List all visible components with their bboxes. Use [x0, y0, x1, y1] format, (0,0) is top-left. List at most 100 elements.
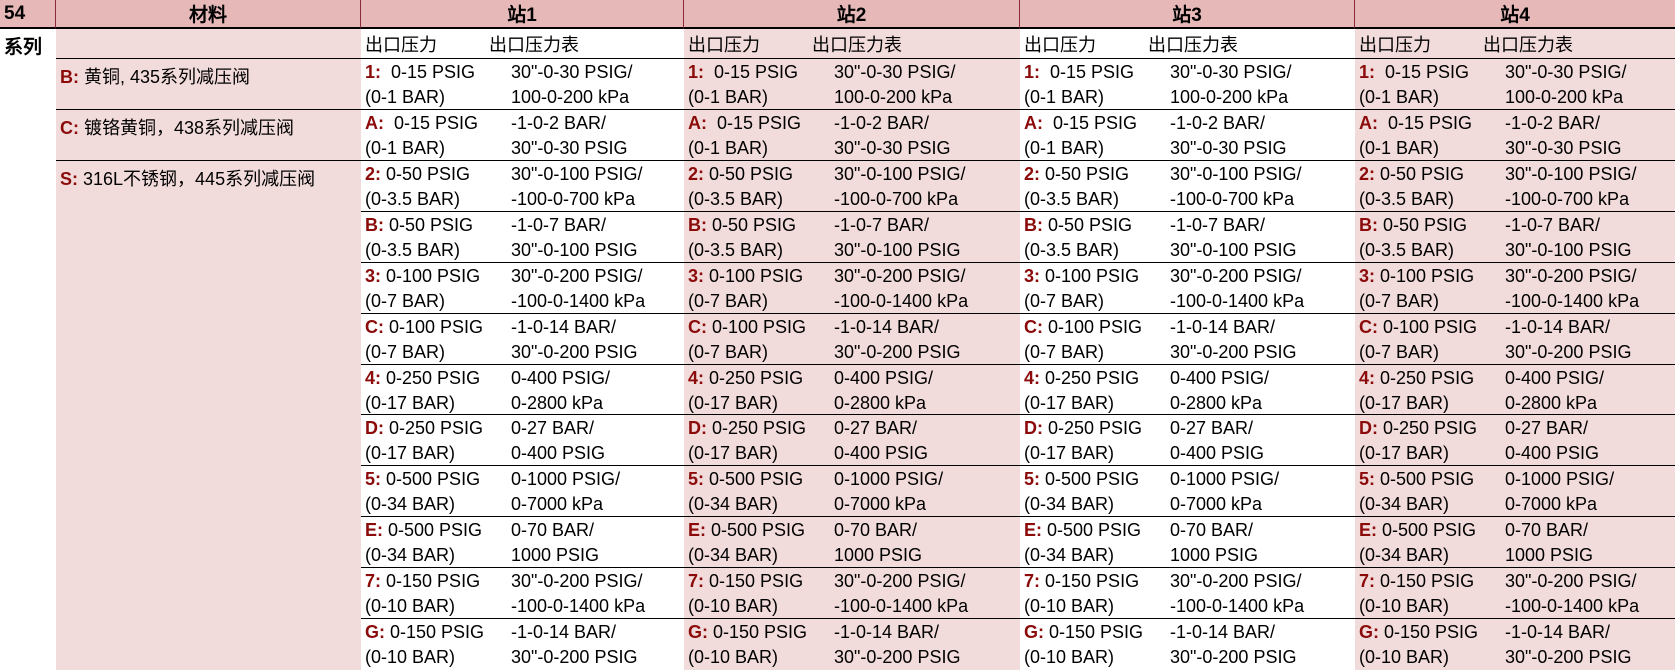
outlet-pressure-bar: (0-1 BAR) [1024, 137, 1105, 158]
psig-range: 0-250 PSIG [381, 367, 481, 388]
spec-cell: C: 0-100 PSIG (0-7 BAR) -1-0-14 BAR/30"-0-… [361, 313, 684, 365]
outlet-pressure-psig: 7: 0-150 PSIG [1359, 569, 1474, 594]
psig-range: 0-100 PSIG [381, 265, 481, 286]
spec-cell: A: 0-15 PSIG (0-1 BAR) -1-0-2 BAR/30"-0-30… [1020, 109, 1355, 161]
spec-cell: B: 0-50 PSIG (0-3.5 BAR) -1-0-7 BAR/30"-0-… [1355, 211, 1675, 263]
gauge-range-secondary: 30"-0-100 PSIG [1170, 239, 1297, 260]
station-3-subheader: 出口压力 出口压力表 [1020, 29, 1355, 59]
outlet-pressure-psig: 2: 0-50 PSIG [1359, 162, 1464, 187]
psig-range: 0-250 PSIG [704, 367, 804, 388]
outlet-pressure-psig: C: 0-100 PSIG [1359, 315, 1477, 340]
outlet-pressure-psig: 2: 0-50 PSIG [688, 162, 793, 187]
option-code: B: [1024, 214, 1043, 235]
gauge-range-secondary: -100-0-700 kPa [1170, 188, 1295, 209]
option-code: D: [1024, 418, 1043, 439]
spec-cell: B: 0-50 PSIG (0-3.5 BAR) -1-0-7 BAR/30"-0-… [1020, 211, 1355, 263]
psig-range: 0-150 PSIG [704, 571, 804, 592]
gauge-range-primary: 0-400 PSIG/ [1170, 367, 1270, 388]
psig-range: 0-250 PSIG [1043, 418, 1143, 439]
gauge-range-secondary: -100-0-1400 kPa [834, 596, 969, 617]
spec-cell: 7: 0-150 PSIG (0-10 BAR) 30"-0-200 PSIG/-1… [1355, 568, 1675, 620]
option-code: B: [1359, 214, 1378, 235]
spec-cell: E: 0-500 PSIG (0-34 BAR) 0-70 BAR/1000 PSI… [1020, 517, 1355, 569]
gauge-range-secondary: -100-0-700 kPa [834, 188, 959, 209]
gauge-range-primary: 0-400 PSIG/ [511, 367, 611, 388]
outlet-pressure-psig: 7: 0-150 PSIG [365, 569, 480, 594]
spec-cell: D: 0-250 PSIG (0-17 BAR) 0-27 BAR/0-400 PS… [361, 415, 684, 467]
outlet-pressure-bar: (0-34 BAR) [365, 494, 456, 515]
spec-cell: 3: 0-100 PSIG (0-7 BAR) 30"-0-200 PSIG/-10… [1355, 262, 1675, 314]
option-code: 7: [1359, 571, 1376, 592]
spec-cell: 1: 0-15 PSIG (0-1 BAR) 30"-0-30 PSIG/100-0… [1020, 59, 1355, 110]
outlet-pressure-psig: 3: 0-100 PSIG [365, 264, 480, 289]
outlet-pressure-psig: A: 0-15 PSIG [1359, 111, 1472, 136]
psig-range: 0-250 PSIG [1040, 367, 1140, 388]
psig-range: 0-15 PSIG [1040, 62, 1135, 82]
outlet-pressure-bar: (0-10 BAR) [365, 647, 456, 668]
gauge-range-secondary: 30"-0-200 PSIG [834, 647, 961, 668]
gauge-range-primary: -1-0-2 BAR/ [834, 112, 930, 133]
material-name: 316L不锈钢，445系列减压阀 [78, 168, 316, 189]
outlet-pressure-psig: 3: 0-100 PSIG [688, 264, 803, 289]
gauge-range-primary: -1-0-14 BAR/ [1505, 316, 1611, 337]
gauge-range-primary: 30"-0-100 PSIG/ [1170, 163, 1302, 184]
gauge-range-secondary: 0-7000 kPa [1170, 494, 1263, 515]
psig-range: 0-50 PSIG [707, 214, 797, 235]
gauge-range-secondary: 30"-0-30 PSIG [834, 137, 951, 158]
outlet-pressure-psig: B: 0-50 PSIG [1024, 213, 1132, 238]
outlet-pressure-bar: (0-34 BAR) [1024, 494, 1115, 515]
gauge-range-secondary: 30"-0-100 PSIG [834, 239, 961, 260]
option-code: B: [688, 214, 707, 235]
station-3-header: 站3 [1020, 0, 1355, 29]
spec-cell: 1: 0-15 PSIG (0-1 BAR) 30"-0-30 PSIG/100-0… [684, 59, 1020, 110]
station-2-subheader: 出口压力 出口压力表 [684, 29, 1020, 59]
outlet-pressure-bar: (0-10 BAR) [1359, 647, 1450, 668]
option-code: A: [365, 112, 384, 133]
outlet-pressure-bar: (0-1 BAR) [688, 137, 769, 158]
spec-cell: A: 0-15 PSIG (0-1 BAR) -1-0-2 BAR/30"-0-30… [1355, 109, 1675, 161]
spec-cell: 2: 0-50 PSIG (0-3.5 BAR) 30"-0-100 PSIG/-1… [1355, 160, 1675, 212]
gauge-range-secondary: 30"-0-200 PSIG [511, 341, 638, 362]
psig-range: 0-15 PSIG [707, 112, 802, 133]
outlet-pressure-bar: (0-17 BAR) [688, 443, 779, 464]
outlet-pressure-bar: (0-17 BAR) [688, 392, 779, 413]
outlet-pressure-psig: 7: 0-150 PSIG [1024, 569, 1139, 594]
psig-range: 0-50 PSIG [1043, 214, 1133, 235]
outlet-pressure-psig: 5: 0-500 PSIG [1359, 467, 1474, 492]
psig-range: 0-100 PSIG [1378, 316, 1478, 337]
outlet-pressure-psig: E: 0-500 PSIG [688, 518, 805, 543]
psig-range: 0-50 PSIG [384, 214, 474, 235]
spec-cell: 3: 0-100 PSIG (0-7 BAR) 30"-0-200 PSIG/-10… [361, 262, 684, 314]
outlet-pressure-bar: (0-17 BAR) [365, 392, 456, 413]
gauge-range-primary: 0-1000 PSIG/ [511, 469, 621, 490]
gauge-range-primary: 30"-0-200 PSIG/ [1505, 571, 1637, 592]
spec-cell: G: 0-150 PSIG (0-10 BAR) -1-0-14 BAR/30"-0… [684, 619, 1020, 670]
outlet-pressure-bar: (0-34 BAR) [365, 545, 456, 566]
outlet-pressure-psig: 4: 0-250 PSIG [1359, 366, 1474, 391]
option-code: D: [1359, 418, 1378, 439]
psig-range: 0-100 PSIG [707, 316, 807, 337]
option-code: 3: [1359, 265, 1376, 286]
psig-range: 0-500 PSIG [1040, 469, 1140, 490]
option-code: A: [688, 112, 707, 133]
spec-cell: 3: 0-100 PSIG (0-7 BAR) 30"-0-200 PSIG/-10… [684, 262, 1020, 314]
spec-cell: 1: 0-15 PSIG (0-1 BAR) 30"-0-30 PSIG/100-0… [361, 59, 684, 110]
material-name: 黄铜, 435系列减压阀 [79, 67, 251, 87]
gauge-range-primary: -1-0-14 BAR/ [511, 316, 617, 337]
outlet-pressure-psig: 5: 0-500 PSIG [365, 467, 480, 492]
psig-range: 0-15 PSIG [704, 62, 799, 82]
psig-range: 0-50 PSIG [1378, 214, 1468, 235]
outlet-pressure-bar: (0-1 BAR) [688, 87, 769, 107]
gauge-range-secondary: 1000 PSIG [511, 545, 600, 566]
gauge-range-secondary: 30"-0-30 PSIG [511, 137, 628, 158]
outlet-pressure-psig: D: 0-250 PSIG [688, 416, 806, 441]
option-code: 2: [1359, 163, 1376, 184]
gauge-range-secondary: 100-0-200 kPa [834, 87, 953, 107]
psig-range: 0-100 PSIG [1043, 316, 1143, 337]
spec-cell: D: 0-250 PSIG (0-17 BAR) 0-27 BAR/0-400 PS… [1355, 415, 1675, 467]
gauge-range-secondary: 30"-0-200 PSIG [834, 341, 961, 362]
gauge-range-primary: -1-0-14 BAR/ [834, 622, 940, 643]
outlet-pressure-label: 出口压力 [365, 34, 437, 55]
outlet-pressure-psig: E: 0-500 PSIG [1024, 518, 1141, 543]
psig-range: 0-50 PSIG [1040, 163, 1130, 184]
